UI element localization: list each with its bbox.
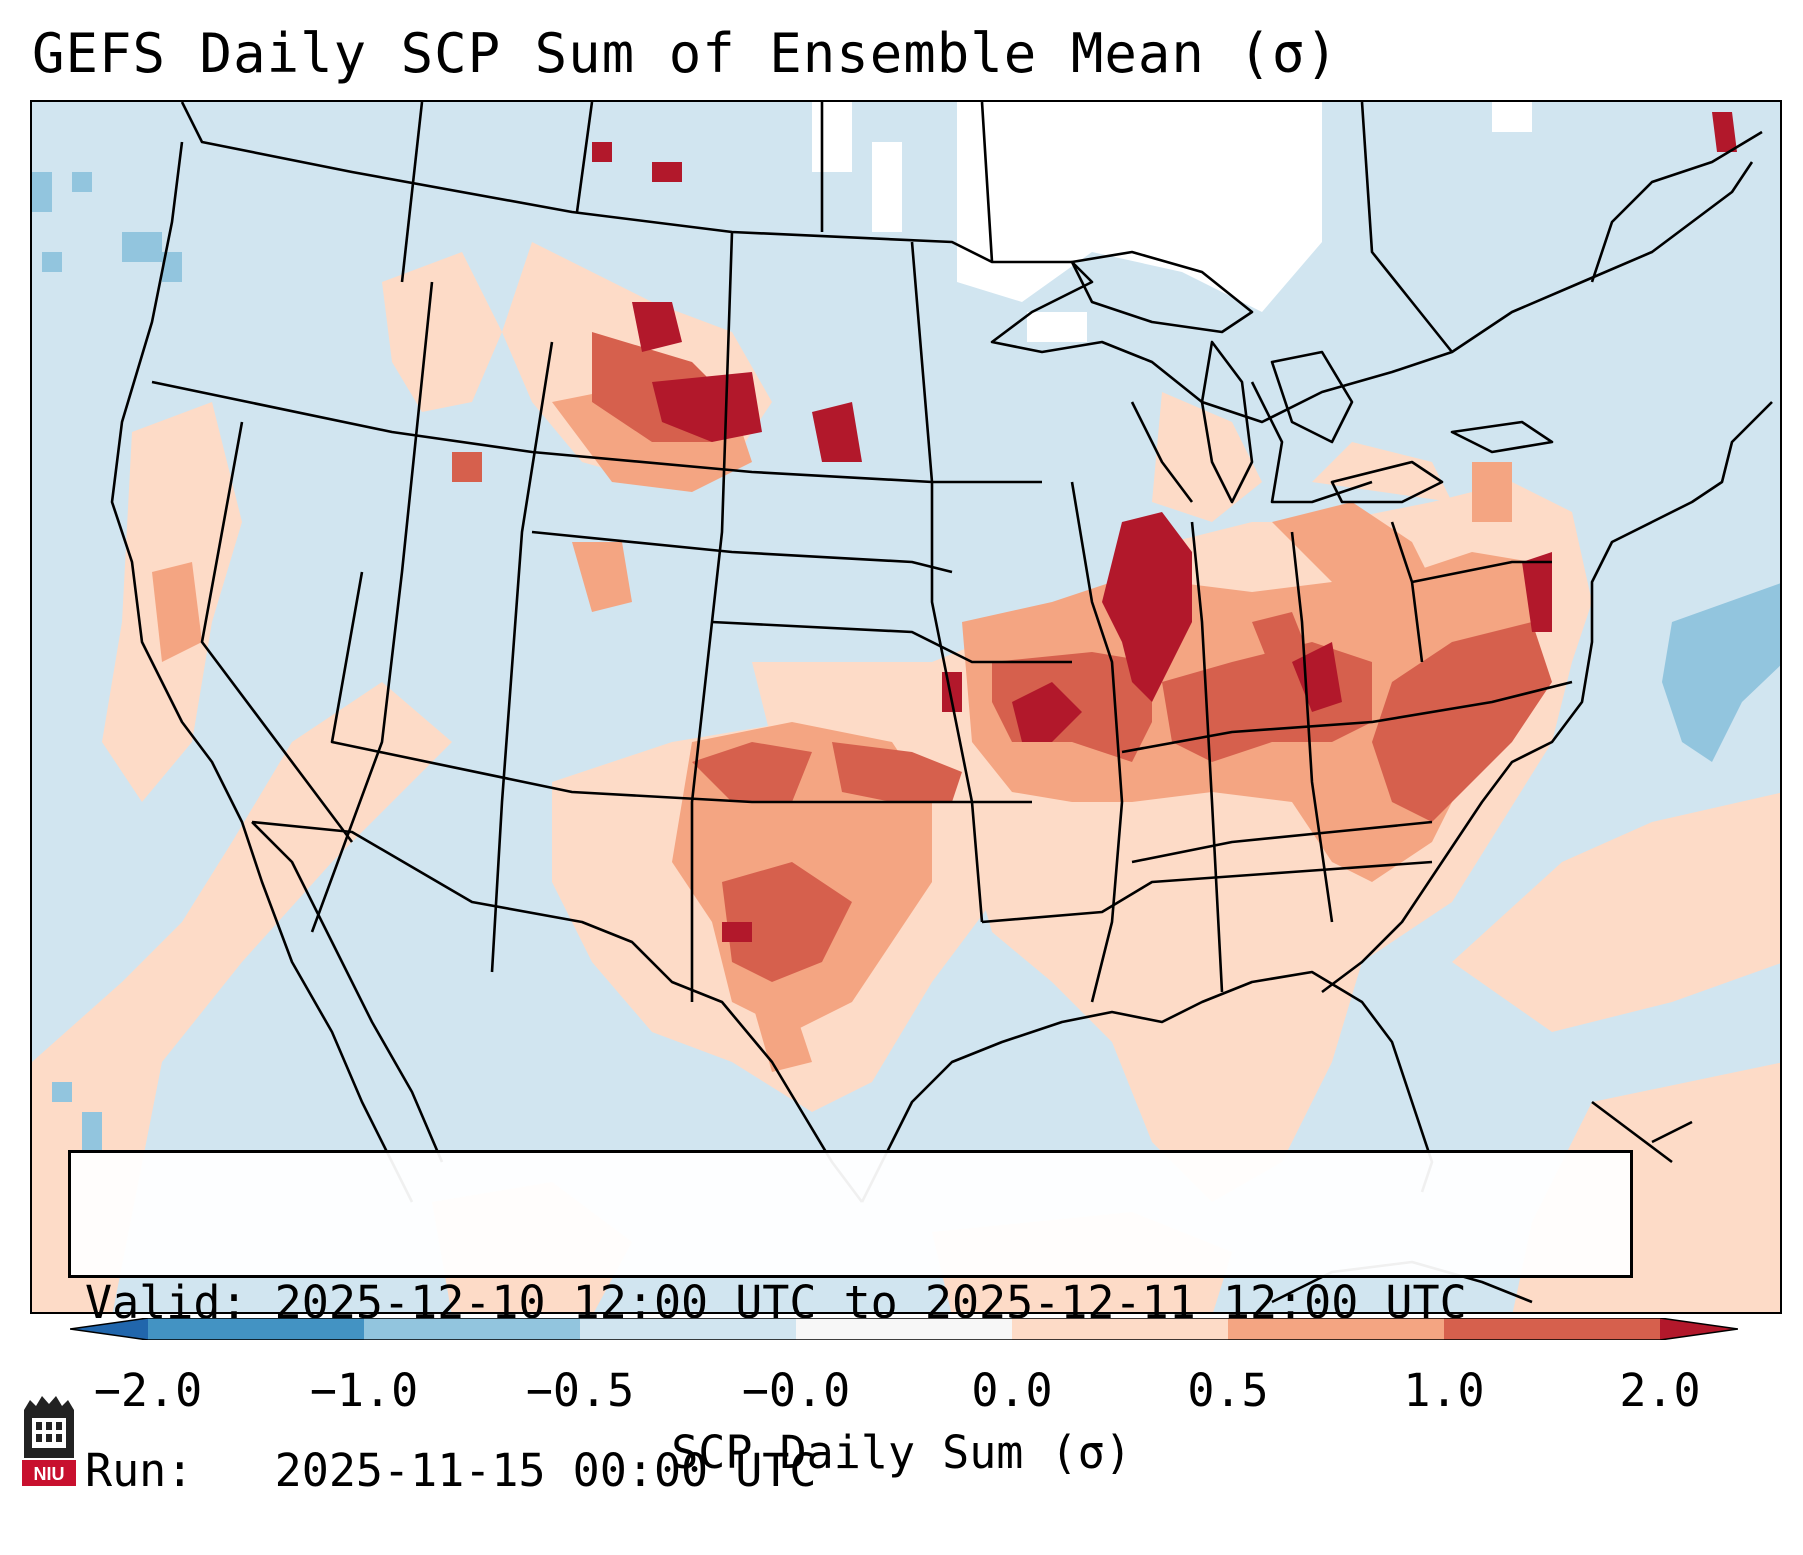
colorbar-tick-label: −0.0 — [741, 1364, 851, 1417]
run-time-text: Run: 2025-11-15 00:00 UTC — [85, 1444, 817, 1497]
logo-text: NIU — [34, 1464, 65, 1484]
boundaries — [110, 102, 1773, 1304]
colorbar-tick-label: 1.0 — [1403, 1364, 1485, 1417]
niu-logo-icon: NIU — [22, 1396, 76, 1486]
colorbar-tick-label: 2.0 — [1619, 1364, 1701, 1417]
colorbar-segment — [1012, 1318, 1228, 1340]
canada-neutral-area — [812, 102, 1532, 342]
colorbar-segment — [796, 1318, 1012, 1340]
colorbar-segment — [364, 1318, 580, 1340]
valid-run-info-box: Valid: 2025-12-10 12:00 UTC to 2025-12-1… — [68, 1150, 1633, 1497]
colorbar-tick-label: −0.5 — [525, 1364, 635, 1417]
map-panel — [30, 100, 1782, 1314]
colorbar-tick-label: 0.0 — [971, 1364, 1053, 1417]
colorbar-extend-high — [1660, 1318, 1738, 1340]
colorbar-segment — [1444, 1318, 1660, 1340]
colorbar-tick-label: −2.0 — [93, 1364, 203, 1417]
anomaly-negative — [32, 172, 1780, 1152]
colorbar-tick-label: 0.5 — [1187, 1364, 1269, 1417]
colorbar-segment — [580, 1318, 796, 1340]
map-canvas — [32, 102, 1780, 1312]
colorbar-segment — [148, 1318, 364, 1340]
colorbar-label: SCP Daily Sum (σ) — [671, 1426, 1132, 1479]
colorbar-tick-label: −1.0 — [309, 1364, 419, 1417]
colorbar-segment — [1228, 1318, 1444, 1340]
colorbar — [70, 1318, 1738, 1340]
map-title: GEFS Daily SCP Sum of Ensemble Mean (σ) — [32, 22, 1339, 85]
colorbar-extend-low — [70, 1318, 148, 1340]
